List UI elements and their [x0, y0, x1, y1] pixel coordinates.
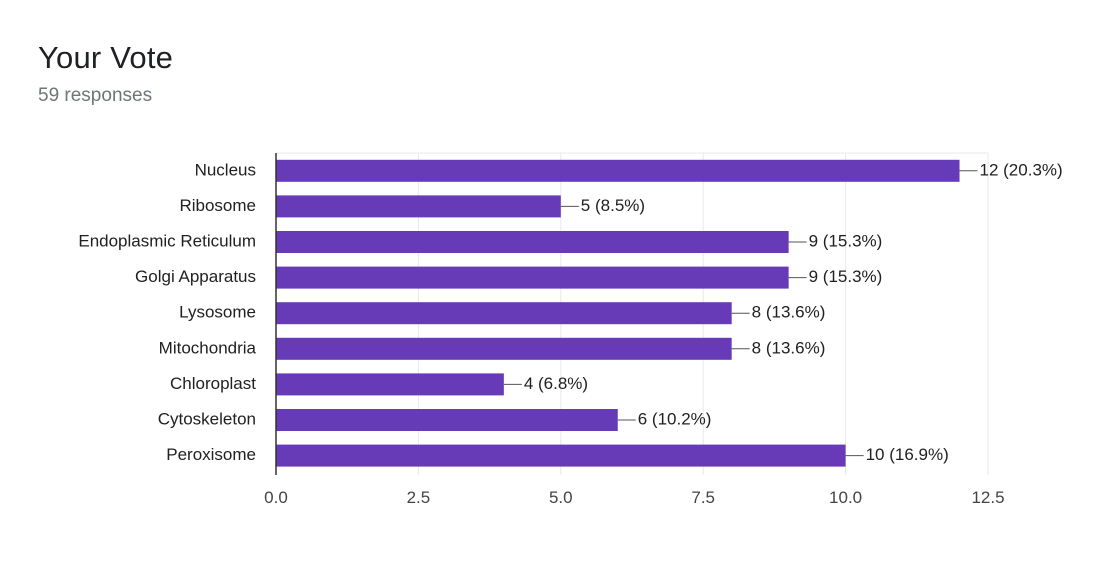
data-label: 12 (20.3%) — [980, 160, 1063, 179]
bar — [276, 373, 504, 396]
bar — [276, 195, 561, 218]
category-label: Peroxisome — [166, 445, 256, 464]
data-label: 4 (6.8%) — [524, 374, 588, 393]
data-label: 5 (8.5%) — [581, 196, 645, 215]
category-label: Mitochondria — [159, 338, 257, 357]
bar — [276, 266, 789, 289]
bar — [276, 231, 789, 253]
category-label: Ribosome — [179, 196, 256, 215]
category-label: Chloroplast — [170, 374, 256, 393]
data-label: 9 (15.3%) — [809, 267, 883, 286]
category-label: Endoplasmic Reticulum — [78, 231, 256, 250]
data-label: 9 (15.3%) — [809, 231, 883, 250]
category-label: Cytoskeleton — [158, 409, 256, 428]
x-tick-label: 7.5 — [691, 488, 715, 507]
x-tick-label: 12.5 — [971, 488, 1004, 507]
bar — [276, 302, 732, 325]
x-tick-label: 10.0 — [829, 488, 862, 507]
bar — [276, 409, 618, 431]
bar — [276, 337, 732, 360]
chart-title: Your Vote — [38, 40, 174, 75]
bar — [276, 159, 960, 182]
x-tick-label: 5.0 — [549, 488, 573, 507]
data-label: 8 (13.6%) — [752, 338, 826, 357]
data-label: 10 (16.9%) — [866, 445, 949, 464]
x-tick-label: 2.5 — [407, 488, 431, 507]
data-label: 6 (10.2%) — [638, 409, 712, 428]
labels: 0.0 2.5 5.0 7.5 10.0 12.5 Nucleus 12 (20.3%) Rib… — [78, 153, 1063, 507]
bars — [276, 159, 960, 467]
x-tick-label: 0.0 — [264, 488, 288, 507]
bar — [276, 444, 846, 467]
category-label: Nucleus — [195, 160, 256, 179]
category-label: Lysosome — [179, 303, 256, 322]
data-label: 8 (13.6%) — [752, 303, 826, 322]
response-count: 59 responses — [38, 85, 153, 106]
category-label: Golgi Apparatus — [135, 267, 256, 286]
